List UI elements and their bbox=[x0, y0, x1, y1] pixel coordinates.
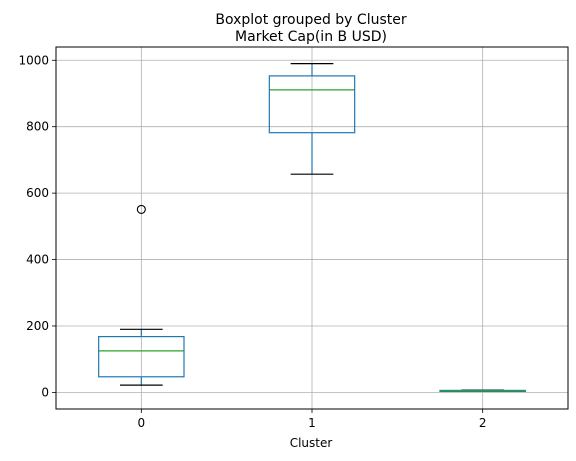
outlier-point bbox=[136, 204, 146, 214]
chart-title: Market Cap(in B USD) bbox=[235, 29, 387, 45]
box-group-2 bbox=[439, 389, 526, 393]
x-tick-label: 1 bbox=[308, 416, 316, 430]
grid bbox=[56, 47, 568, 409]
y-tick-label: 800 bbox=[26, 120, 49, 134]
iqr-box bbox=[98, 336, 185, 378]
iqr-box bbox=[268, 75, 356, 134]
y-tick-label: 400 bbox=[26, 253, 49, 267]
box-group-1 bbox=[268, 63, 356, 175]
figure-suptitle: Boxplot grouped by Cluster bbox=[215, 12, 406, 28]
axes: 0 200 400 600 800 1000 0 1 2 bbox=[18, 53, 486, 430]
x-tick-label: 0 bbox=[138, 416, 146, 430]
y-tick-label: 1000 bbox=[18, 53, 49, 67]
x-axis-label: Cluster bbox=[290, 436, 333, 450]
boxes bbox=[98, 63, 526, 393]
y-tick-label: 0 bbox=[41, 385, 49, 399]
y-tick-label: 200 bbox=[26, 319, 49, 333]
x-tick-label: 2 bbox=[479, 416, 487, 430]
y-tick-label: 600 bbox=[26, 186, 49, 200]
box-group-0 bbox=[98, 204, 185, 386]
